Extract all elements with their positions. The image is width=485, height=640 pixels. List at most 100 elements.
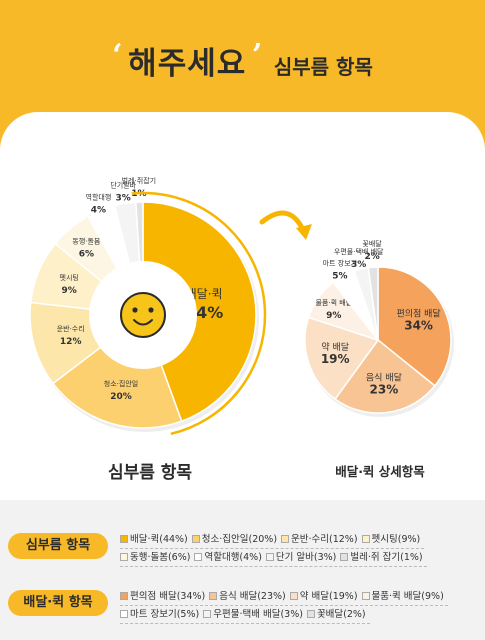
chart2-label-3: 약 배달 [321, 341, 349, 353]
legend-item: 마트 장보기(5%) [120, 606, 199, 620]
quote-close: ’ [251, 38, 263, 73]
legend-swatch [265, 553, 274, 561]
page-title: ‘ 해주세요 ’ 심부름 항목 [0, 38, 485, 83]
chart2-slice-2 [334, 338, 436, 414]
chart2-slice-1 [377, 266, 452, 387]
chart1-label-3: 운반·수리 [57, 324, 85, 333]
legend-label: 펫시팅(9%) [371, 534, 421, 545]
smiley-icon [120, 292, 166, 338]
chart1-value-4: 9% [62, 286, 77, 296]
chart2-value-5: 5% [332, 272, 347, 282]
chart1-caption: 심부름 항목 [107, 463, 193, 483]
chart2-label-7: 꽃배달 [362, 239, 382, 248]
chart2-label-2: 음식 배달 [366, 372, 402, 384]
legend-row-errands-2: 동행·돌봄(6%) 역할대행(4%) 단기 알바(3%) 벌레·쥐 잡기(1%) [120, 549, 427, 567]
legend-label: 꽃배달(2%) [316, 609, 366, 620]
quote-open: ‘ [112, 38, 123, 73]
chart2-slice-3 [304, 316, 380, 401]
legend-row-delivery-1: 편의점 배달(34%) 음식 배달(23%) 약 배달(19%) 물품·퀵 배달(9%… [120, 588, 448, 606]
chart1-outer-ring [19, 191, 267, 439]
chart1-value-3: 12% [60, 337, 82, 347]
legend-swatch [203, 610, 212, 618]
chart1-value-6: 4% [91, 206, 106, 216]
chart1-label-8: 벌레·쥐잡기 [122, 176, 156, 185]
legend-item: 편의점 배달(34%) [120, 588, 205, 602]
legend-item: 동행·돌봄(6%) [120, 549, 190, 563]
legend-label: 벌레·쥐 잡기(1%) [350, 552, 423, 563]
legend-label: 단기 알바(3%) [275, 552, 337, 563]
legend-panel [0, 500, 485, 640]
chart1-value-7: 3% [116, 194, 131, 204]
legend-row-errands-1: 배달·퀵(44%) 청소·집안일(20%) 운반·수리(12%) 펫시팅(9%) [120, 531, 425, 549]
chart2-label-6: 우편물·택배 배달 [334, 247, 384, 256]
chart1-label-4: 펫시팅 [60, 273, 79, 282]
title-sub: 심부름 항목 [273, 55, 373, 79]
legend-swatch [361, 535, 370, 543]
legend-item: 우편물·택배 배달(3%) [203, 606, 303, 620]
legend-swatch [289, 592, 298, 600]
legend-swatch [120, 535, 128, 543]
legend-swatch [306, 610, 315, 618]
legend-label: 우편물·택배 배달(3%) [213, 609, 303, 620]
legend-swatch [120, 610, 128, 618]
chart2-label-1: 편의점 배달 [396, 308, 440, 320]
legend-row-delivery-2: 마트 장보기(5%) 우편물·택배 배달(3%) 꽃배달(2%) [120, 606, 370, 624]
chart2-value-3: 19% [321, 352, 350, 366]
legend-label: 배달·퀵(44%) [130, 534, 188, 545]
legend-label: 편의점 배달(34%) [130, 591, 206, 602]
legend-label: 청소·집안일(20%) [201, 534, 278, 545]
chart2-value-2: 23% [370, 383, 399, 397]
chart1-label-6: 역할대행 [86, 193, 112, 202]
legend-swatch [281, 535, 290, 543]
legend-tag-delivery: 배달·퀵 항목 [8, 590, 108, 616]
legend-item: 약 배달(19%) [289, 588, 358, 602]
legend-item: 단기 알바(3%) [265, 549, 337, 563]
legend-swatch [361, 592, 370, 600]
legend-label: 운반·수리(12%) [291, 534, 358, 545]
smiley-eye-right [148, 307, 154, 313]
legend-label: 마트 장보기(5%) [130, 609, 200, 620]
legend-item: 청소·집안일(20%) [191, 531, 278, 545]
legend-swatch [340, 553, 349, 561]
chart1-value-5: 6% [79, 250, 94, 260]
legend-tag-errands: 심부름 항목 [8, 533, 108, 559]
chart2-label-5: 마트 장보기 [323, 259, 357, 268]
legend-label: 약 배달(19%) [299, 591, 358, 602]
chart2-value-4: 9% [326, 311, 341, 321]
legend-item: 음식 배달(23%) [209, 588, 286, 602]
legend-swatch [209, 592, 218, 600]
legend-label: 음식 배달(23%) [219, 591, 286, 602]
header-banner: ‘ 해주세요 ’ 심부름 항목 [0, 0, 485, 120]
legend-swatch [120, 553, 128, 561]
chart2-value-6: 3% [351, 260, 366, 270]
chart2-label-4: 물품·퀵 배달 [315, 298, 352, 307]
chart1-label-5: 동행·돌봄 [72, 237, 101, 246]
legend-label: 역할대행(4%) [204, 552, 262, 563]
legend-item: 배달·퀵(44%) [120, 531, 188, 545]
legend-label: 동행·돌봄(6%) [130, 552, 191, 563]
legend-swatch [191, 535, 200, 543]
legend-item: 펫시팅(9%) [361, 531, 421, 545]
legend-label: 물품·퀵 배달(9%) [371, 591, 444, 602]
chart2-value-7: 2% [364, 252, 379, 262]
smiley-mouth [133, 319, 153, 326]
smiley-eye-left [132, 307, 138, 313]
legend-item: 물품·퀵 배달(9%) [361, 588, 444, 602]
chart2-caption: 배달·퀵 상세항목 [335, 464, 425, 479]
chart1-value-2: 20% [110, 392, 132, 402]
legend-item: 벌레·쥐 잡기(1%) [340, 549, 423, 563]
chart1-slice-1 [142, 201, 257, 423]
legend-item: 꽃배달(2%) [306, 606, 366, 620]
legend-swatch [194, 553, 203, 561]
legend-item: 운반·수리(12%) [281, 531, 358, 545]
chart1-label-7: 단기알바 [110, 181, 136, 190]
chart1-label-2: 청소·집안일 [104, 379, 138, 388]
chart2-value-1: 34% [404, 319, 433, 333]
legend-swatch [120, 592, 128, 600]
chart1-label-1: 배달·퀵 [186, 287, 223, 301]
legend-item: 역할대행(4%) [194, 549, 262, 563]
arrow-head-icon [296, 224, 312, 240]
chart2-slice-7 [367, 266, 379, 341]
title-main: 해주세요 [128, 46, 247, 82]
